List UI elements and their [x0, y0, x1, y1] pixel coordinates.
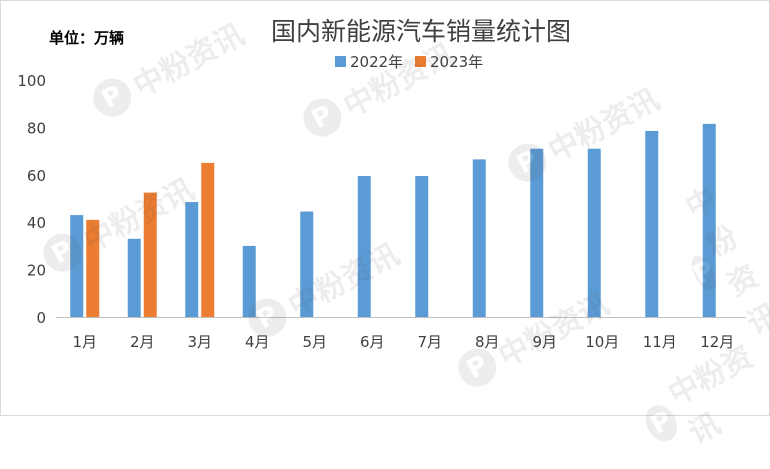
x-tick-label: 4月 — [245, 333, 270, 351]
x-tick-label: 7月 — [417, 333, 442, 351]
bar-2022年 — [415, 175, 429, 317]
bar-2022年 — [472, 159, 486, 317]
x-tick-label: 1月 — [72, 333, 97, 351]
x-tick-label: 9月 — [532, 333, 557, 351]
bar-2022年 — [70, 215, 84, 317]
legend-swatch — [335, 56, 346, 67]
bar-2023年 — [143, 192, 157, 317]
legend-label: 2022年 — [350, 53, 403, 71]
bar-2022年 — [185, 202, 199, 317]
y-tick-label: 40 — [27, 214, 46, 232]
y-tick-label: 20 — [27, 262, 46, 280]
unit-label: 单位：万辆 — [49, 29, 124, 47]
x-tick-label: 12月 — [700, 333, 734, 351]
bar-2022年 — [357, 175, 371, 317]
bar-2022年 — [587, 148, 601, 317]
chart-frame: 国内新能源汽车销量统计图 单位：万辆 2022年 2023年 0 20 40 60 80 1… — [0, 0, 770, 451]
legend-swatch — [415, 56, 426, 67]
x-tick-label: 11月 — [643, 333, 677, 351]
x-tick-label: 5月 — [302, 333, 327, 351]
y-tick-label: 0 — [36, 309, 46, 327]
bar-2022年 — [702, 123, 716, 317]
bar-2023年 — [201, 162, 215, 317]
chart-title: 国内新能源汽车销量统计图 — [271, 17, 571, 46]
x-tick-label: 3月 — [187, 333, 212, 351]
x-tick-label: 6月 — [360, 333, 385, 351]
x-tick-label: 10月 — [585, 333, 619, 351]
bar-2022年 — [127, 238, 141, 317]
legend-label: 2023年 — [430, 53, 483, 71]
x-tick-label: 8月 — [475, 333, 500, 351]
bar-2022年 — [530, 148, 544, 317]
y-tick-label: 100 — [17, 72, 46, 90]
legend: 2022年 2023年 — [335, 53, 483, 71]
y-tick-label: 60 — [27, 167, 46, 185]
x-tick-label: 2月 — [130, 333, 155, 351]
y-tick-label: 80 — [27, 119, 46, 137]
bar-2022年 — [242, 245, 256, 317]
bar-2022年 — [645, 130, 659, 317]
bars — [70, 123, 716, 317]
bar-2023年 — [86, 219, 100, 317]
axes: 0 20 40 60 80 100 1月 2月 3月 4月 5月 6月 7月 8月 9月 10月 11月 12月 — [17, 72, 746, 351]
bar-2022年 — [300, 211, 314, 317]
chart: 国内新能源汽车销量统计图 单位：万辆 2022年 2023年 0 20 40 60 80 1… — [17, 17, 746, 351]
